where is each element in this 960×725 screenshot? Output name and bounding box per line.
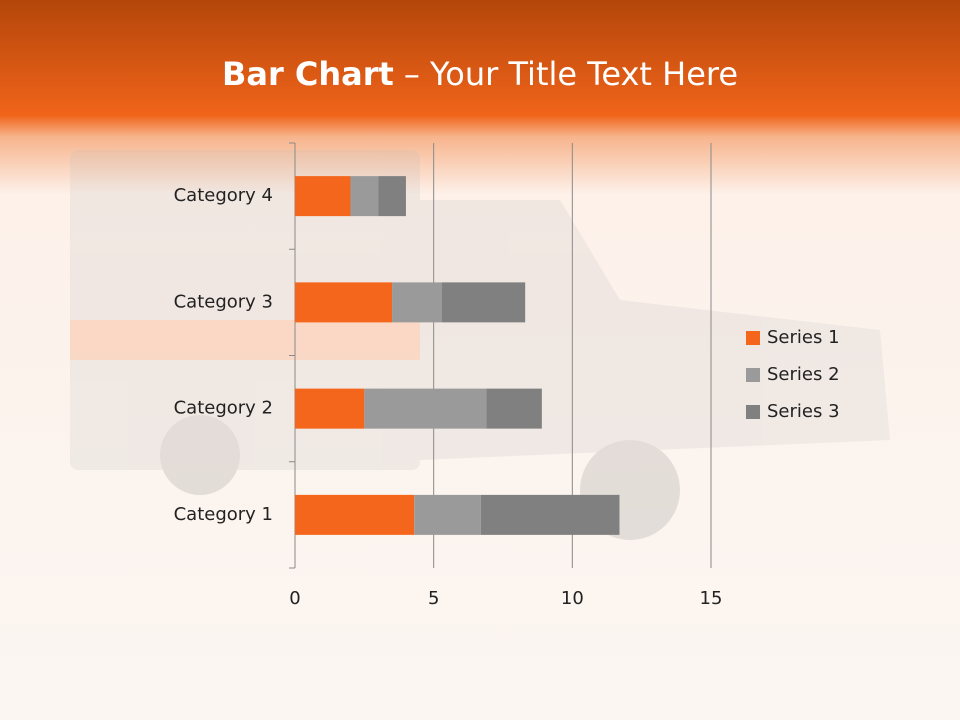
bar [295, 388, 365, 429]
bar [350, 176, 379, 217]
y-tick-label: Category 3 [174, 291, 273, 312]
bar [378, 176, 406, 217]
bar [486, 388, 542, 429]
x-tick-label: 0 [289, 588, 300, 609]
x-tick-label: 5 [428, 588, 439, 609]
y-tick-label: Category 4 [174, 185, 273, 206]
bar [295, 176, 351, 217]
x-tick-label: 10 [561, 588, 584, 609]
bar [364, 388, 487, 429]
legend-swatch [746, 405, 760, 419]
bar [480, 494, 620, 535]
title-bold: Bar Chart [222, 55, 394, 93]
bar [392, 282, 442, 323]
slide-title: Bar Chart – Your Title Text Here [222, 55, 738, 93]
y-tick-label: Category 2 [174, 398, 273, 419]
legend-swatch [746, 331, 760, 345]
x-tick-label: 15 [700, 588, 723, 609]
legend-swatch [746, 368, 760, 382]
bar [295, 282, 393, 323]
bar [441, 282, 526, 323]
legend-label: Series 3 [767, 401, 840, 422]
bar [295, 494, 415, 535]
y-tick-label: Category 1 [174, 504, 273, 525]
legend-label: Series 1 [767, 327, 840, 348]
legend-label: Series 2 [767, 364, 840, 385]
bar [414, 494, 481, 535]
title-rest: – Your Title Text Here [404, 55, 738, 93]
